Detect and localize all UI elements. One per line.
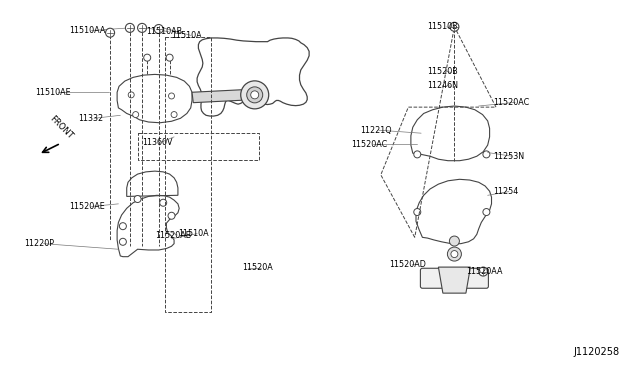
Text: 11520AA: 11520AA [466,267,502,276]
Circle shape [160,199,166,206]
Text: 11220P: 11220P [24,239,54,248]
Circle shape [132,112,139,118]
Text: FRONT: FRONT [47,114,74,141]
Circle shape [120,223,126,230]
Circle shape [451,251,458,257]
Text: 11520AD: 11520AD [389,260,426,269]
Text: 11520AC: 11520AC [351,140,387,149]
Text: 11253N: 11253N [493,152,524,161]
Circle shape [166,54,173,61]
Text: 11520AB: 11520AB [155,231,191,240]
Circle shape [144,54,150,61]
Circle shape [483,209,490,215]
Circle shape [168,93,175,99]
Circle shape [168,212,175,219]
Circle shape [447,247,461,261]
Text: 11221Q: 11221Q [360,126,391,135]
Text: J1120258: J1120258 [573,347,620,357]
Text: 11254: 11254 [493,187,518,196]
Circle shape [120,238,126,245]
Circle shape [125,23,134,32]
Text: 11510AE: 11510AE [35,88,71,97]
FancyBboxPatch shape [420,268,488,288]
Circle shape [128,92,134,98]
Circle shape [483,151,490,158]
Text: 11520AC: 11520AC [493,98,529,107]
Circle shape [154,25,163,33]
Polygon shape [438,267,470,293]
Circle shape [134,196,141,202]
Circle shape [414,209,420,215]
Circle shape [171,112,177,118]
Polygon shape [192,89,253,103]
Text: 11510A: 11510A [178,229,209,238]
Text: 11510AB: 11510AB [146,27,182,36]
Text: 11520B: 11520B [428,67,458,76]
Circle shape [414,151,420,158]
Text: 11332: 11332 [78,114,103,123]
Text: 11510A: 11510A [172,31,202,40]
Text: 11246N: 11246N [428,81,458,90]
Circle shape [479,267,488,276]
Text: 11520A: 11520A [242,263,273,272]
Text: 11520AE: 11520AE [69,202,105,211]
Text: 11510AA: 11510AA [69,26,106,35]
Circle shape [138,23,147,32]
Circle shape [241,81,269,109]
Text: 11510B: 11510B [428,22,458,31]
Circle shape [106,28,115,37]
Circle shape [247,87,263,103]
Circle shape [450,22,459,31]
Text: 11360V: 11360V [142,138,173,147]
Circle shape [449,236,460,246]
Circle shape [251,91,259,99]
